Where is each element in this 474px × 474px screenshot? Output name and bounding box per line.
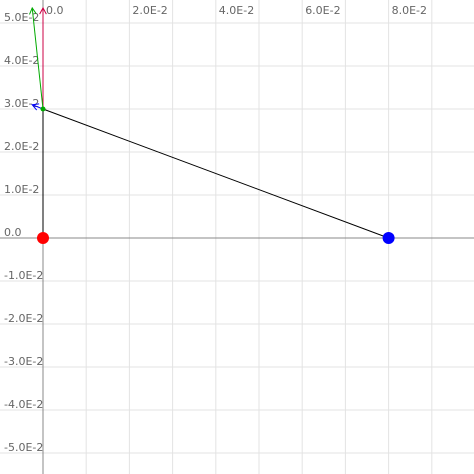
y-tick-label: -3.0E-2 [4, 355, 43, 368]
y-tick-label: -1.0E-2 [4, 269, 43, 282]
blue-vector-head [31, 103, 40, 111]
green-point[interactable] [40, 106, 46, 112]
y-tick-label: 0.0 [4, 226, 22, 239]
x-tick-label: 6.0E-2 [305, 4, 340, 17]
magenta-vector-head [39, 6, 47, 15]
x-tick-label: 4.0E-2 [219, 4, 254, 17]
y-tick-label: 1.0E-2 [4, 183, 39, 196]
segments [42, 108, 389, 239]
y-tick-label: 5.0E-2 [4, 11, 39, 24]
x-tick-label: 2.0E-2 [132, 4, 167, 17]
y-tick-label: 4.0E-2 [4, 54, 39, 67]
green-vector-head [29, 6, 37, 15]
diagonal-link [42, 108, 389, 239]
points[interactable] [37, 106, 395, 245]
y-tick-label: -5.0E-2 [4, 441, 43, 454]
x-tick-label: 8.0E-2 [392, 4, 427, 17]
y-tick-label: -4.0E-2 [4, 398, 43, 411]
x-tick-label: 0.0 [46, 4, 64, 17]
vectors [29, 6, 47, 111]
blue-point[interactable] [382, 232, 395, 244]
y-tick-label: 2.0E-2 [4, 140, 39, 153]
tick-labels: 0.0 2.0E-2 4.0E-2 6.0E-2 8.0E-2 5.0E-2 4.0E-2 3… [4, 4, 427, 454]
red-point[interactable] [37, 232, 49, 244]
y-tick-label: 3.0E-2 [4, 97, 39, 110]
y-tick-label: -2.0E-2 [4, 312, 43, 325]
green-vector [31, 7, 44, 110]
